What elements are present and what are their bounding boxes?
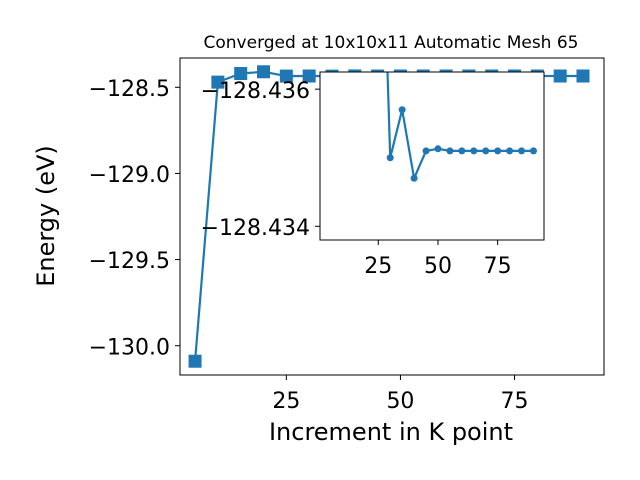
inset-data-point [529,147,537,155]
main-tick-marks [175,86,516,380]
x-axis-label: Increment in K point [269,418,513,446]
main-data-point [576,69,590,83]
main-data-point [302,69,316,83]
inset-x-tick-labels: 25 50 75 [364,254,511,279]
main-x-tick-labels: 25 50 75 [272,389,528,414]
main-plot-frame [179,57,605,376]
inset-data-point [494,147,502,155]
main-y-tick-labels: −130.0 −129.5 −129.0 −128.5 [89,77,170,360]
inset-data-point [446,147,454,155]
main-y-tick-label: −128.5 [89,77,170,102]
inset-y-tick-labels: −128.436 −128.434 [201,79,310,241]
inset-data-point [518,147,526,155]
chart-title: Converged at 10x10x11 Automatic Mesh 65 [204,33,579,53]
inset-x-tick-label: 25 [364,254,392,279]
y-axis-label: Energy (eV) [32,145,60,287]
main-data-point [234,67,248,81]
inset-plot-frame [319,71,545,241]
inset-x-tick-label: 50 [424,254,452,279]
inset-data-point [410,174,418,182]
inset-background [320,72,544,240]
main-data-point [188,354,202,368]
main-x-tick-label: 50 [386,389,414,414]
inset-x-tick-label: 75 [484,254,512,279]
inset-data-point [482,147,490,155]
main-x-tick-label: 25 [272,389,300,414]
main-data-point [211,75,225,89]
inset-plot-area: 25 50 75 −128.436 −128.434 [201,71,545,279]
main-data-point [257,65,271,79]
main-y-tick-label: −130.0 [89,335,170,360]
inset-series-energy [386,72,537,182]
inset-y-tick-label: −128.436 [201,79,310,104]
main-data-point [553,69,567,83]
inset-data-point [398,106,406,114]
inset-data-point [434,145,442,153]
main-y-tick-label: −129.5 [89,249,170,274]
inset-data-point [458,147,466,155]
inset-data-point [506,147,514,155]
main-data-point [279,69,293,83]
main-x-tick-label: 75 [501,389,529,414]
inset-data-point [386,154,394,162]
inset-y-tick-label: −128.434 [201,216,310,241]
main-y-tick-label: −129.0 [89,163,170,188]
inset-data-point [422,147,430,155]
inset-tick-marks [315,88,499,245]
inset-data-point [470,147,478,155]
